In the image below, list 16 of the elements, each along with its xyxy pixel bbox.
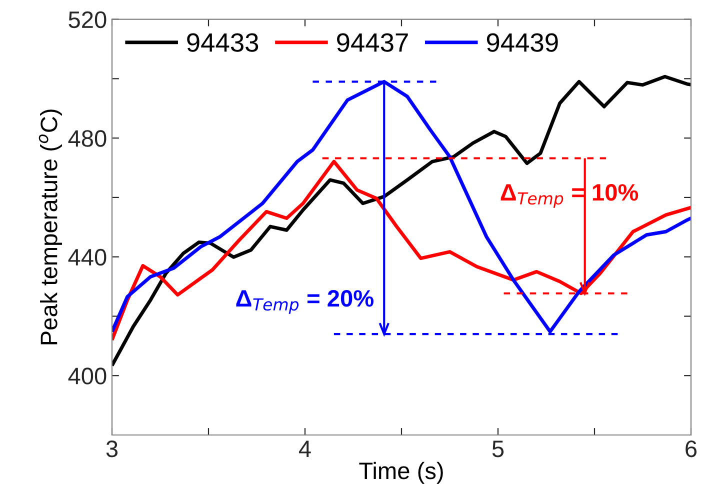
legend-label: 94433 xyxy=(187,33,258,52)
x-tick-label: 4 xyxy=(298,440,311,457)
y-tick-label: 400 xyxy=(68,368,106,384)
annotation: Δ$_{Temp}$ = 20% xyxy=(236,290,374,314)
y-tick-label: 440 xyxy=(68,248,106,266)
y-axis-title: Peak temperature ($^{o}$C) xyxy=(38,110,62,344)
x-tick-label: 3 xyxy=(106,440,118,458)
x-tick-label: 6 xyxy=(686,440,697,458)
line-series xyxy=(112,160,691,342)
y-tick-label: 520 xyxy=(68,11,106,28)
x-tick-label: 5 xyxy=(492,440,504,458)
legend-label: 94439 xyxy=(486,33,558,52)
y-tick-label: 480 xyxy=(68,130,106,147)
legend-label: 94437 xyxy=(337,33,408,52)
annotation: Δ$_{Temp}$ = 10% xyxy=(500,184,638,208)
x-axis-title: Time (s) xyxy=(359,462,443,484)
